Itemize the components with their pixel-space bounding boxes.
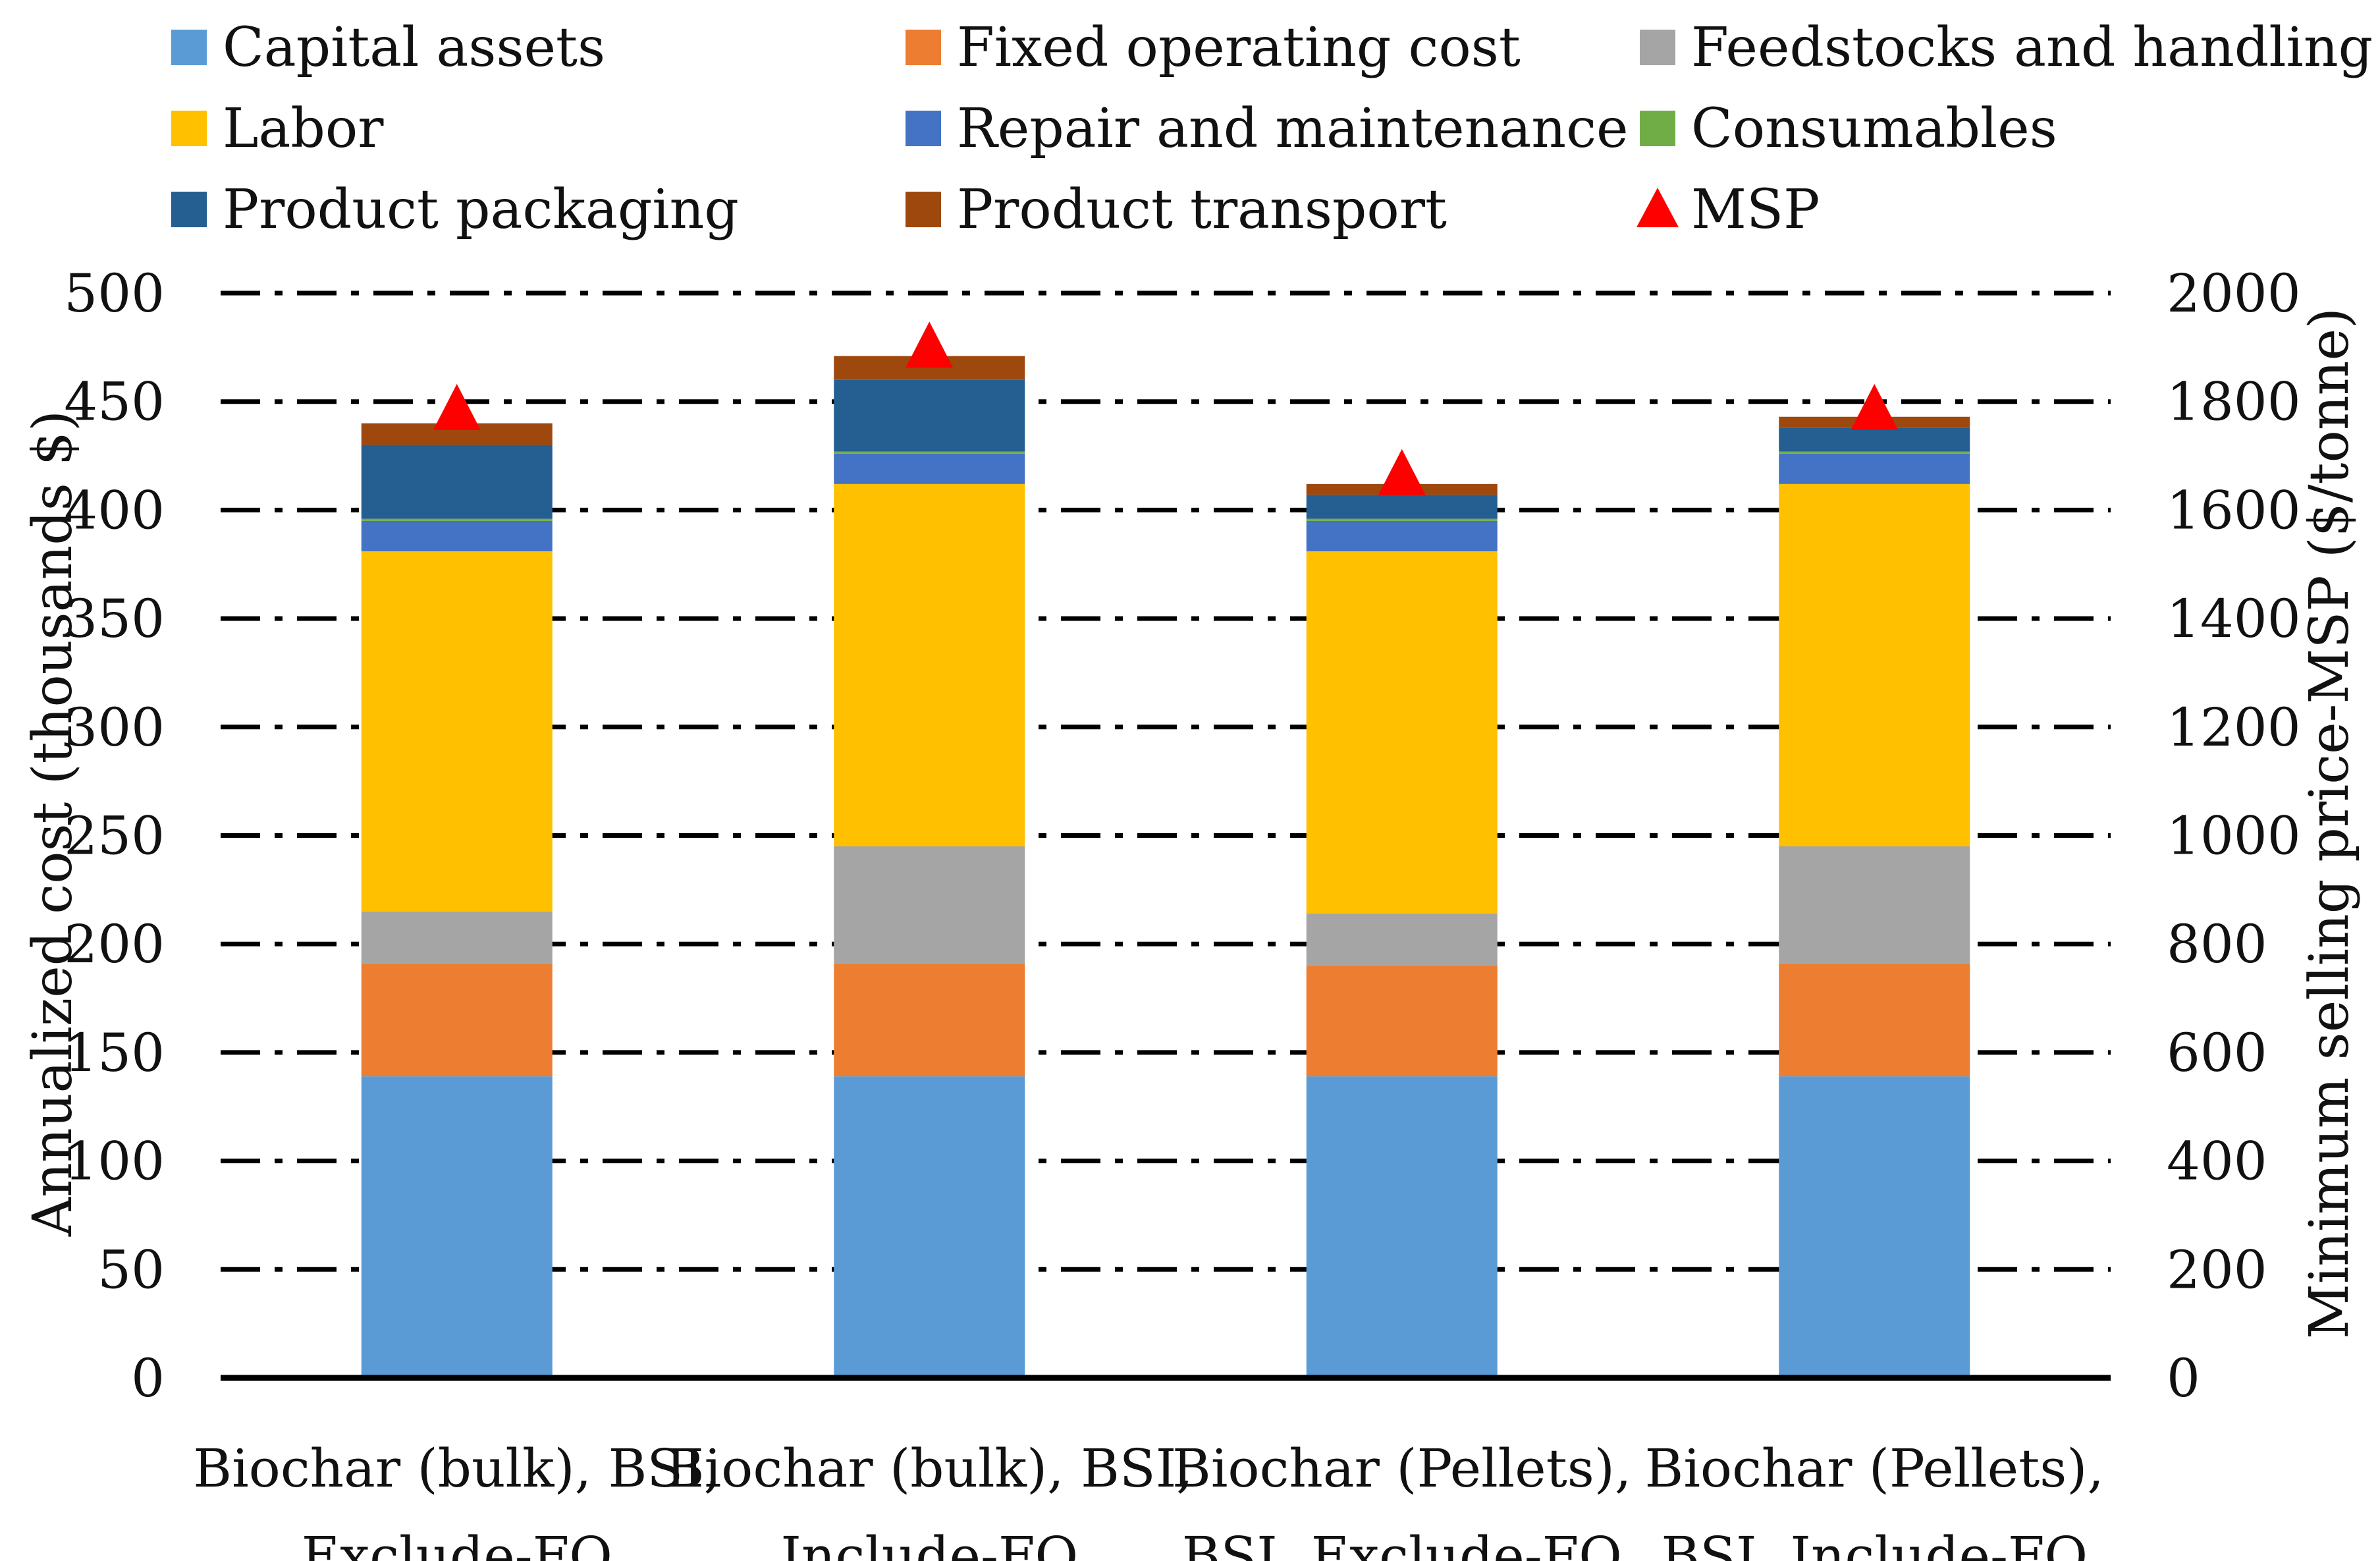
bar-consumables-2 (834, 451, 1025, 454)
bar-repair-and-maintenance-1 (361, 520, 553, 551)
legend-label-labor: Labor (223, 97, 384, 160)
bar-product-packaging-3 (1306, 495, 1498, 519)
legend-label-product-transport: Product transport (957, 178, 1447, 241)
y-tick-label-100: 100 (64, 1131, 165, 1192)
y2-tick-label-1800: 1800 (2167, 371, 2301, 433)
y-tick-label-350: 350 (64, 588, 165, 649)
bar-fixed-operating-cost-2 (834, 963, 1025, 1077)
y-tick-label-400: 400 (64, 479, 165, 541)
legend-label-consumables: Consumables (1691, 97, 2057, 160)
y-tick-label-150: 150 (64, 1022, 165, 1083)
x-tick-label-2-line-2: Include-FO (780, 1525, 1078, 1561)
y-tick-label-500: 500 (64, 263, 165, 324)
legend: Capital assets Fixed operating cost Feedst… (171, 16, 2373, 241)
bar-labor-3 (1306, 551, 1498, 914)
y2-axis-title: Minimum selling price-MSP ($/tonne) (2298, 308, 2361, 1339)
bar-fixed-operating-cost-1 (361, 963, 553, 1077)
y2-tick-label-200: 200 (2167, 1239, 2267, 1300)
y-tick-label-300: 300 (64, 697, 165, 758)
y-tick-label-0: 0 (131, 1348, 165, 1409)
bar-feedstocks-and-handling-4 (1779, 846, 1970, 964)
msp-marker-1 (433, 383, 481, 430)
legend-swatch-repair-and-maintenance (906, 111, 941, 146)
legend-swatch-msp (1636, 188, 1679, 227)
y2-tick-label-2000: 2000 (2167, 263, 2301, 324)
y-axis-title: Annualized cost (thousands $) (22, 410, 84, 1237)
y-tick-label-450: 450 (64, 371, 165, 433)
bar-consumables-1 (361, 518, 553, 521)
msp-markers (433, 321, 1899, 495)
y-axis-ticks: 0 50 100 150 200 250 300 350 400 450 500 (64, 263, 165, 1409)
x-tick-label-1-line-2: Exclude-FO (302, 1525, 612, 1561)
y2-tick-label-1000: 1000 (2167, 806, 2301, 867)
y2-tick-label-0: 0 (2167, 1348, 2200, 1409)
y2-tick-label-600: 600 (2167, 1022, 2267, 1083)
bar-product-packaging-1 (361, 445, 553, 519)
x-tick-label-3-line-1: Biochar (Pellets), (1172, 1438, 1631, 1499)
y2-tick-label-1400: 1400 (2167, 588, 2301, 649)
x-axis-category-labels: Biochar (bulk), BSI, Exclude-FO Biochar (b… (193, 1438, 2104, 1561)
legend-label-feedstocks-and-handling: Feedstocks and handling (1691, 16, 2373, 79)
legend-swatch-consumables (1640, 111, 1675, 146)
bars (361, 356, 1970, 1378)
y2-tick-label-1200: 1200 (2167, 697, 2301, 758)
y2-tick-label-400: 400 (2167, 1131, 2267, 1192)
msp-marker-4 (1851, 383, 1899, 430)
x-tick-label-4-line-1: Biochar (Pellets), (1645, 1438, 2104, 1499)
bar-labor-4 (1779, 483, 1970, 846)
legend-label-product-packaging: Product packaging (223, 178, 739, 241)
msp-marker-3 (1378, 449, 1426, 495)
bar-consumables-3 (1306, 518, 1498, 521)
legend-label-repair-and-maintenance: Repair and maintenance (957, 97, 1629, 160)
bar-capital-assets-1 (361, 1076, 553, 1378)
msp-marker-2 (906, 321, 954, 368)
legend-swatch-fixed-operating-cost (906, 30, 941, 65)
legend-label-capital-assets: Capital assets (223, 16, 605, 79)
y2-axis-ticks: 0 200 400 600 800 1000 1200 1400 1600 1800 2000 (2167, 263, 2301, 1409)
legend-label-msp: MSP (1691, 178, 1820, 241)
bar-feedstocks-and-handling-1 (361, 911, 553, 964)
bar-capital-assets-3 (1306, 1076, 1498, 1378)
bar-product-packaging-2 (834, 379, 1025, 452)
x-tick-label-2-line-1: Biochar (bulk), BSI, (666, 1438, 1193, 1499)
legend-swatch-feedstocks-and-handling (1640, 30, 1675, 65)
bar-repair-and-maintenance-4 (1779, 453, 1970, 484)
y-tick-label-200: 200 (64, 914, 165, 975)
legend-swatch-product-packaging (171, 192, 207, 227)
bar-product-packaging-4 (1779, 427, 1970, 452)
bar-feedstocks-and-handling-2 (834, 846, 1025, 964)
legend-swatch-capital-assets (171, 30, 207, 65)
y2-tick-label-1600: 1600 (2167, 479, 2301, 541)
bar-fixed-operating-cost-4 (1779, 963, 1970, 1077)
legend-swatch-labor (171, 111, 207, 146)
x-tick-label-4-line-2: BSI, Include-FO (1661, 1525, 2088, 1561)
x-tick-label-3-line-2: BSI, Exclude-FO (1182, 1525, 1622, 1561)
x-tick-label-1-line-1: Biochar (bulk), BSI, (193, 1438, 720, 1499)
y-tick-label-250: 250 (64, 806, 165, 867)
bar-repair-and-maintenance-2 (834, 453, 1025, 484)
legend-label-fixed-operating-cost: Fixed operating cost (957, 16, 1521, 79)
bar-repair-and-maintenance-3 (1306, 520, 1498, 551)
bar-labor-1 (361, 551, 553, 912)
bar-feedstocks-and-handling-3 (1306, 914, 1498, 966)
y2-tick-label-800: 800 (2167, 914, 2267, 975)
bar-labor-2 (834, 483, 1025, 846)
y-tick-label-50: 50 (97, 1239, 165, 1300)
bar-capital-assets-2 (834, 1076, 1025, 1378)
bar-capital-assets-4 (1779, 1076, 1970, 1378)
bar-consumables-4 (1779, 451, 1970, 454)
legend-swatch-product-transport (906, 192, 941, 227)
bar-fixed-operating-cost-3 (1306, 966, 1498, 1077)
